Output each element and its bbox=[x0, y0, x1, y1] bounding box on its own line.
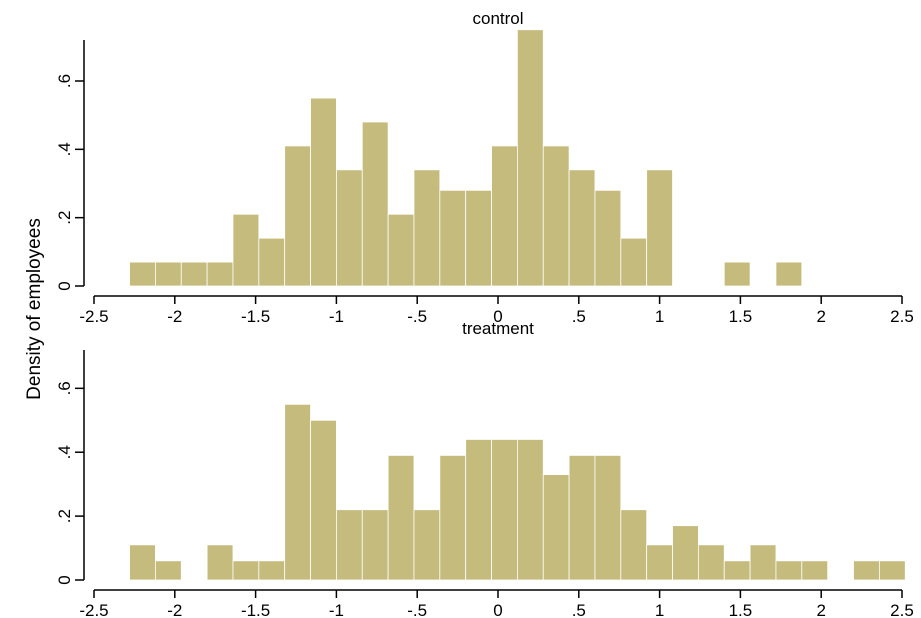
histogram-bar bbox=[129, 261, 156, 287]
histogram-bar bbox=[439, 455, 467, 581]
histogram-bar bbox=[310, 419, 337, 581]
histogram-bar bbox=[672, 525, 699, 581]
histogram-bar bbox=[749, 544, 777, 581]
x-tick-label: -2 bbox=[167, 307, 182, 326]
histogram-bar bbox=[646, 544, 673, 581]
panel-control: control 0 .2 .4 .6 -2.5 -2 -1.5 -1 -.5 0 .5 1 1.5 2 2.5 bbox=[55, 9, 914, 326]
histogram-bar bbox=[516, 439, 544, 581]
x-tick-label: -2.5 bbox=[79, 307, 108, 326]
y-tick-label: 0 bbox=[55, 281, 74, 290]
histogram-bar bbox=[232, 560, 260, 581]
histogram-bar bbox=[335, 169, 363, 287]
x-tick-label: -1.5 bbox=[241, 601, 270, 618]
histogram-bar bbox=[206, 261, 234, 287]
histogram-bar bbox=[284, 145, 311, 287]
histogram-bar bbox=[697, 544, 725, 581]
histogram-bar bbox=[361, 509, 389, 581]
histogram-bar bbox=[206, 544, 234, 581]
histogram-bar bbox=[568, 455, 596, 581]
x-tick-label: -1.5 bbox=[241, 307, 270, 326]
y-axis-label: Density of employees bbox=[24, 218, 45, 400]
histogram-bar bbox=[129, 544, 156, 581]
x-tick-label: -.5 bbox=[407, 307, 427, 326]
x-tick-label: -1 bbox=[329, 307, 344, 326]
panel-title: control bbox=[472, 9, 523, 28]
histogram-bar bbox=[335, 509, 363, 581]
x-tick-label: 2.5 bbox=[890, 307, 914, 326]
histogram-bar bbox=[594, 189, 622, 287]
histogram-bar bbox=[387, 455, 415, 581]
histogram-bar bbox=[594, 455, 622, 581]
x-tick-label: 1 bbox=[655, 601, 664, 618]
x-tick-label: 1 bbox=[655, 307, 664, 326]
histogram-bar bbox=[491, 439, 518, 581]
y-tick-label: .4 bbox=[55, 445, 74, 459]
histogram-bar bbox=[542, 474, 570, 581]
bars-group bbox=[129, 403, 906, 581]
histogram-bar bbox=[413, 169, 441, 287]
histogram-bar bbox=[775, 261, 803, 287]
panel-treatment: treatment 0 .2 .4 .6 -2.5 -2 -1.5 -1 -.5 0 .5 1 1.5 2 2… bbox=[55, 319, 914, 618]
histogram-bar bbox=[465, 189, 492, 287]
x-tick-label: 1.5 bbox=[729, 601, 753, 618]
y-tick-label: .2 bbox=[55, 211, 74, 225]
x-tick-label: 0 bbox=[493, 601, 502, 618]
histogram-bar bbox=[620, 237, 648, 287]
x-tick-label: 2.5 bbox=[890, 601, 914, 618]
histogram-bar bbox=[491, 145, 518, 287]
histogram-bar bbox=[853, 560, 880, 581]
histogram-bar bbox=[180, 261, 208, 287]
x-tick-label: .5 bbox=[572, 601, 586, 618]
x-tick-label: 1.5 bbox=[729, 307, 753, 326]
histogram-bar bbox=[258, 560, 286, 581]
x-tick-label: .5 bbox=[572, 307, 586, 326]
histogram-bar bbox=[155, 261, 182, 287]
histogram-bar bbox=[775, 560, 803, 581]
y-tick-label: .6 bbox=[55, 74, 74, 88]
histogram-bar bbox=[801, 560, 829, 581]
histogram-bar bbox=[232, 213, 260, 287]
y-tick-label: .4 bbox=[55, 142, 74, 156]
y-tick-label: .2 bbox=[55, 509, 74, 523]
x-tick-label: 2 bbox=[816, 601, 825, 618]
histogram-bar bbox=[542, 145, 570, 287]
bars-group bbox=[129, 29, 803, 287]
y-tick-label: 0 bbox=[55, 575, 74, 584]
histogram-bar bbox=[155, 560, 182, 581]
x-tick-label: 0 bbox=[493, 307, 502, 326]
histogram-bar bbox=[568, 169, 596, 287]
panel-title: treatment bbox=[462, 319, 534, 338]
histogram-bar bbox=[361, 121, 389, 287]
histogram-bar bbox=[723, 261, 751, 287]
histogram-bar bbox=[310, 97, 337, 287]
histogram-bar bbox=[516, 29, 544, 287]
histogram-bar bbox=[723, 560, 751, 581]
histogram-bar bbox=[878, 560, 906, 581]
histogram-bar bbox=[439, 189, 467, 287]
x-tick-label: 2 bbox=[816, 307, 825, 326]
y-tick-label: .6 bbox=[55, 381, 74, 395]
histogram-bar bbox=[258, 237, 286, 287]
x-tick-label: -2 bbox=[167, 601, 182, 618]
x-tick-label: -.5 bbox=[407, 601, 427, 618]
histogram-bar bbox=[284, 403, 311, 581]
histogram-bar bbox=[620, 509, 648, 581]
histogram-bar bbox=[387, 213, 415, 287]
x-tick-label: -2.5 bbox=[79, 601, 108, 618]
histogram-bar bbox=[465, 439, 492, 581]
histogram-bar bbox=[413, 509, 441, 581]
histogram-bar bbox=[646, 169, 673, 287]
x-tick-label: -1 bbox=[329, 601, 344, 618]
